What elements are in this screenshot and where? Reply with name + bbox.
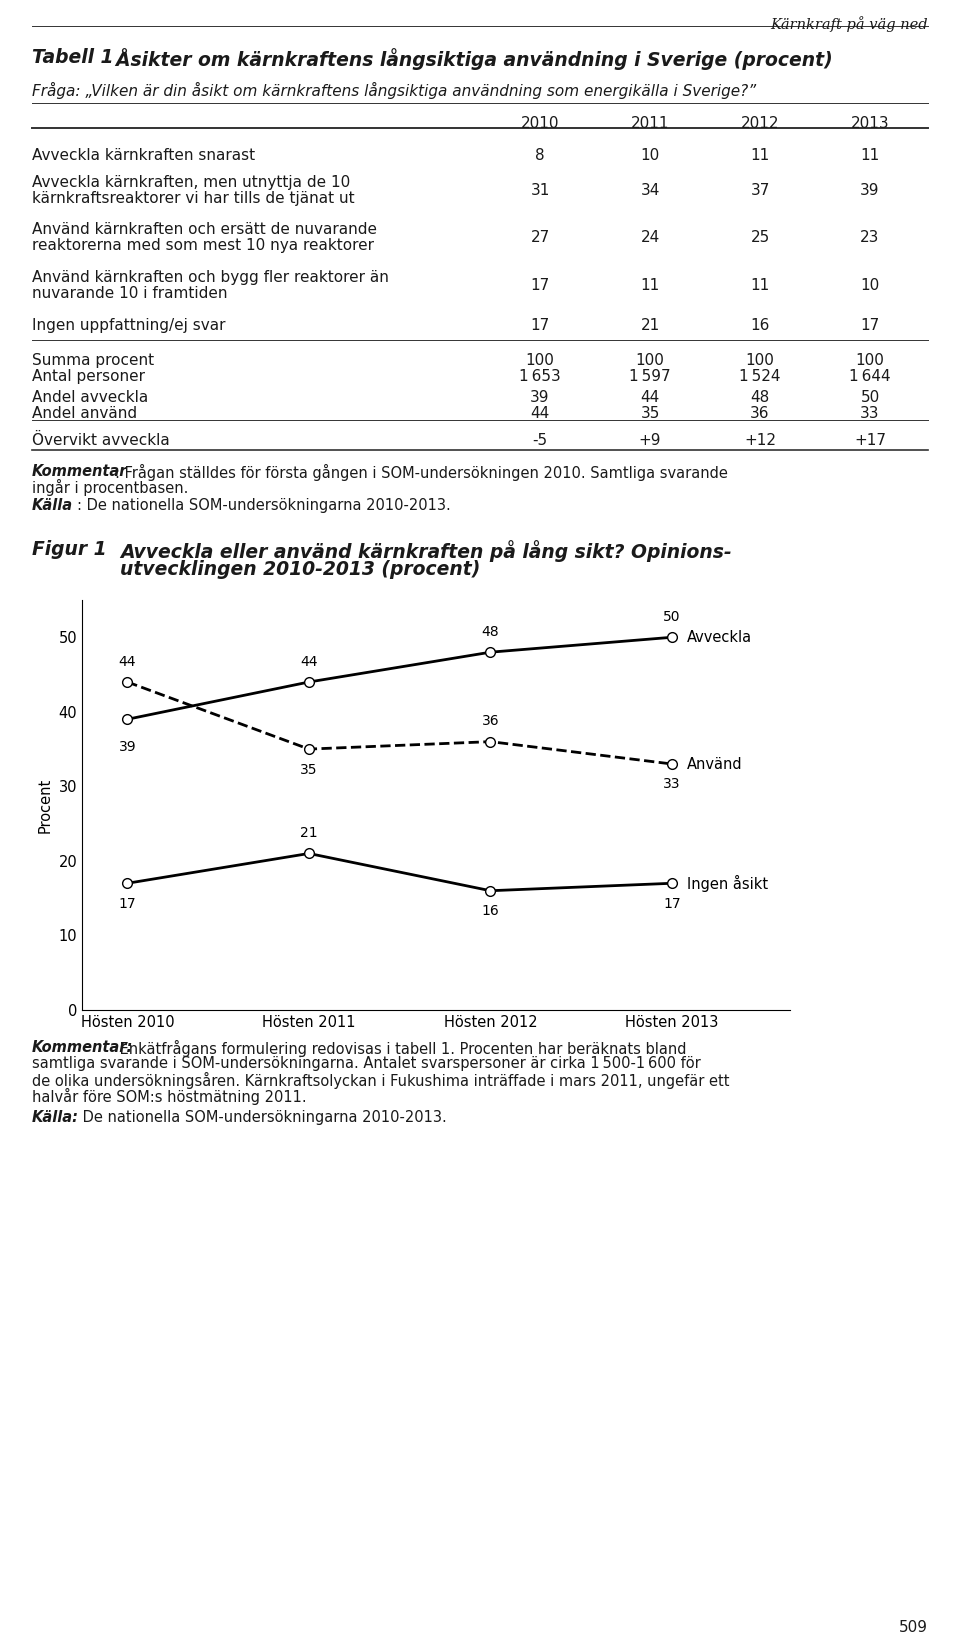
Text: +17: +17 xyxy=(854,433,886,448)
Text: nuvarande 10 i framtiden: nuvarande 10 i framtiden xyxy=(32,286,228,301)
Text: 2011: 2011 xyxy=(631,116,669,131)
Text: kärnkraftsreaktorer vi har tills de tjänat ut: kärnkraftsreaktorer vi har tills de tjän… xyxy=(32,191,354,206)
Text: Avveckla kärnkraften snarast: Avveckla kärnkraften snarast xyxy=(32,149,255,164)
Text: 37: 37 xyxy=(751,183,770,198)
Text: De nationella SOM-undersökningarna 2010-2013.: De nationella SOM-undersökningarna 2010-… xyxy=(78,1110,446,1125)
Text: 1 597: 1 597 xyxy=(629,370,671,384)
Text: 2013: 2013 xyxy=(851,116,889,131)
Text: Åsikter om kärnkraftens långsiktiga användning i Sverige (procent): Åsikter om kärnkraftens långsiktiga anvä… xyxy=(103,47,832,70)
Text: 509: 509 xyxy=(899,1620,928,1635)
Text: Enkätfrågans formulering redovisas i tabell 1. Procenten har beräknats bland: Enkätfrågans formulering redovisas i tab… xyxy=(115,1040,686,1056)
Text: Avveckla: Avveckla xyxy=(686,629,752,644)
Text: 21: 21 xyxy=(300,826,318,840)
Text: 36: 36 xyxy=(482,714,499,728)
Text: Tabell 1: Tabell 1 xyxy=(32,47,113,67)
Text: Figur 1: Figur 1 xyxy=(32,540,107,559)
Text: 1 653: 1 653 xyxy=(519,370,561,384)
Text: Antal personer: Antal personer xyxy=(32,370,145,384)
Text: Ingen åsikt: Ingen åsikt xyxy=(686,875,768,891)
Text: Andel använd: Andel använd xyxy=(32,405,137,420)
Text: -5: -5 xyxy=(533,433,547,448)
Text: 2010: 2010 xyxy=(520,116,560,131)
Text: samtliga svarande i SOM-undersökningarna. Antalet svarspersoner är cirka 1 500-1: samtliga svarande i SOM-undersökningarna… xyxy=(32,1056,701,1071)
Text: 36: 36 xyxy=(751,405,770,420)
Text: 44: 44 xyxy=(119,654,136,669)
Text: +9: +9 xyxy=(638,433,661,448)
Text: 17: 17 xyxy=(530,278,550,293)
Text: 44: 44 xyxy=(530,405,550,420)
Text: +12: +12 xyxy=(744,433,776,448)
Text: Kommentar: Kommentar xyxy=(32,464,128,479)
Text: utvecklingen 2010-2013 (procent): utvecklingen 2010-2013 (procent) xyxy=(120,561,480,579)
Text: 33: 33 xyxy=(860,405,879,420)
Text: Ingen uppfattning/ej svar: Ingen uppfattning/ej svar xyxy=(32,317,226,334)
Text: Kommentar:: Kommentar: xyxy=(32,1040,133,1055)
Text: 50: 50 xyxy=(860,391,879,405)
Text: 100: 100 xyxy=(855,353,884,368)
Text: 21: 21 xyxy=(640,317,660,334)
Text: 17: 17 xyxy=(663,896,681,911)
Text: : De nationella SOM-undersökningarna 2010-2013.: : De nationella SOM-undersökningarna 201… xyxy=(77,499,451,513)
Text: 50: 50 xyxy=(663,610,681,625)
Text: Använd kärnkraften och ersätt de nuvarande: Använd kärnkraften och ersätt de nuvaran… xyxy=(32,222,377,237)
Text: 31: 31 xyxy=(530,183,550,198)
Text: 35: 35 xyxy=(300,762,318,777)
Text: 25: 25 xyxy=(751,231,770,245)
Text: reaktorerna med som mest 10 nya reaktorer: reaktorerna med som mest 10 nya reaktore… xyxy=(32,239,374,253)
Text: 11: 11 xyxy=(860,149,879,164)
Text: 44: 44 xyxy=(640,391,660,405)
Text: 100: 100 xyxy=(636,353,664,368)
Text: Avveckla kärnkraften, men utnyttja de 10: Avveckla kärnkraften, men utnyttja de 10 xyxy=(32,175,350,190)
Text: 1 644: 1 644 xyxy=(850,370,891,384)
Text: 24: 24 xyxy=(640,231,660,245)
Text: 39: 39 xyxy=(119,741,136,754)
Text: 11: 11 xyxy=(751,149,770,164)
Text: ingår i procentbasen.: ingår i procentbasen. xyxy=(32,479,188,495)
Text: 48: 48 xyxy=(482,625,499,639)
Text: Övervikt avveckla: Övervikt avveckla xyxy=(32,433,170,448)
Text: 100: 100 xyxy=(525,353,555,368)
Text: Summa procent: Summa procent xyxy=(32,353,155,368)
Text: 100: 100 xyxy=(746,353,775,368)
Text: 44: 44 xyxy=(300,654,318,669)
Text: Källa: Källa xyxy=(32,499,73,513)
Text: Använd kärnkraften och bygg fler reaktorer än: Använd kärnkraften och bygg fler reaktor… xyxy=(32,270,389,284)
Text: 33: 33 xyxy=(663,777,681,791)
Text: Fråga: „Vilken är din åsikt om kärnkraftens långsiktiga användning som energikäl: Fråga: „Vilken är din åsikt om kärnkraft… xyxy=(32,82,756,100)
Text: 11: 11 xyxy=(751,278,770,293)
Text: Kärnkraft på väg ned: Kärnkraft på väg ned xyxy=(770,16,928,31)
Text: 1 524: 1 524 xyxy=(739,370,780,384)
Text: 27: 27 xyxy=(530,231,550,245)
Y-axis label: Procent: Procent xyxy=(37,777,53,832)
Text: halvår före SOM:s höstmätning 2011.: halvår före SOM:s höstmätning 2011. xyxy=(32,1087,306,1105)
Text: 23: 23 xyxy=(860,231,879,245)
Text: 2012: 2012 xyxy=(741,116,780,131)
Text: Avveckla eller använd kärnkraften på lång sikt? Opinions-: Avveckla eller använd kärnkraften på lån… xyxy=(120,540,732,562)
Text: Andel avveckla: Andel avveckla xyxy=(32,391,148,405)
Text: 39: 39 xyxy=(530,391,550,405)
Text: : Frågan ställdes för första gången i SOM-undersökningen 2010. Samtliga svarande: : Frågan ställdes för första gången i SO… xyxy=(115,464,728,481)
Text: 16: 16 xyxy=(751,317,770,334)
Text: 10: 10 xyxy=(860,278,879,293)
Text: 16: 16 xyxy=(482,904,499,919)
Text: 17: 17 xyxy=(530,317,550,334)
Text: de olika undersökningsåren. Kärnkraftsolyckan i Fukushima inträffade i mars 2011: de olika undersökningsåren. Kärnkraftsol… xyxy=(32,1073,730,1089)
Text: 17: 17 xyxy=(119,896,136,911)
Text: 35: 35 xyxy=(640,405,660,420)
Text: 39: 39 xyxy=(860,183,879,198)
Text: 17: 17 xyxy=(860,317,879,334)
Text: 34: 34 xyxy=(640,183,660,198)
Text: 8: 8 xyxy=(535,149,545,164)
Text: Använd: Använd xyxy=(686,757,742,772)
Text: 11: 11 xyxy=(640,278,660,293)
Text: Källa:: Källa: xyxy=(32,1110,79,1125)
Text: 10: 10 xyxy=(640,149,660,164)
Text: 48: 48 xyxy=(751,391,770,405)
